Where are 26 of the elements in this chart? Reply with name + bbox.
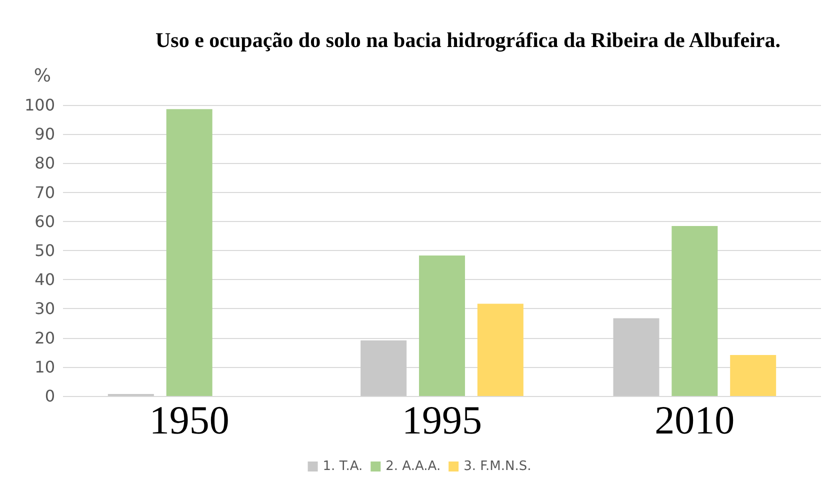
legend-label: 2. A.A.A. (386, 459, 441, 474)
y-tick-label: 20 (34, 328, 55, 348)
y-tick-label: 70 (34, 182, 55, 202)
bar (419, 255, 465, 396)
y-tick-label: 40 (34, 270, 55, 290)
chart-title: Uso e ocupação do solo na bacia hidrográfica da Ribeira de Albufeira. (156, 28, 780, 52)
y-tick-label: 50 (34, 241, 55, 260)
x-tick-label: 1995 (402, 398, 482, 442)
bar (613, 318, 660, 396)
y-tick-label: 80 (34, 154, 55, 173)
bar (166, 109, 212, 396)
y-tick-label: 100 (24, 96, 55, 114)
y-tick-label: 0 (44, 386, 55, 406)
legend-label: 3. F.M.N.S. (464, 459, 532, 474)
bar (477, 304, 524, 396)
legend-label: 1. T.A. (322, 459, 363, 474)
y-tick-label: 30 (34, 299, 55, 318)
x-tick-label: 2010 (654, 398, 735, 442)
x-tick-label: 1950 (149, 398, 230, 442)
y-tick-label: 60 (34, 212, 55, 231)
y-axis-title: % (34, 66, 51, 86)
bar (730, 354, 776, 396)
bar (360, 340, 407, 396)
bar (672, 226, 718, 396)
y-tick-label: 90 (34, 124, 55, 144)
y-tick-label: 10 (34, 357, 55, 376)
